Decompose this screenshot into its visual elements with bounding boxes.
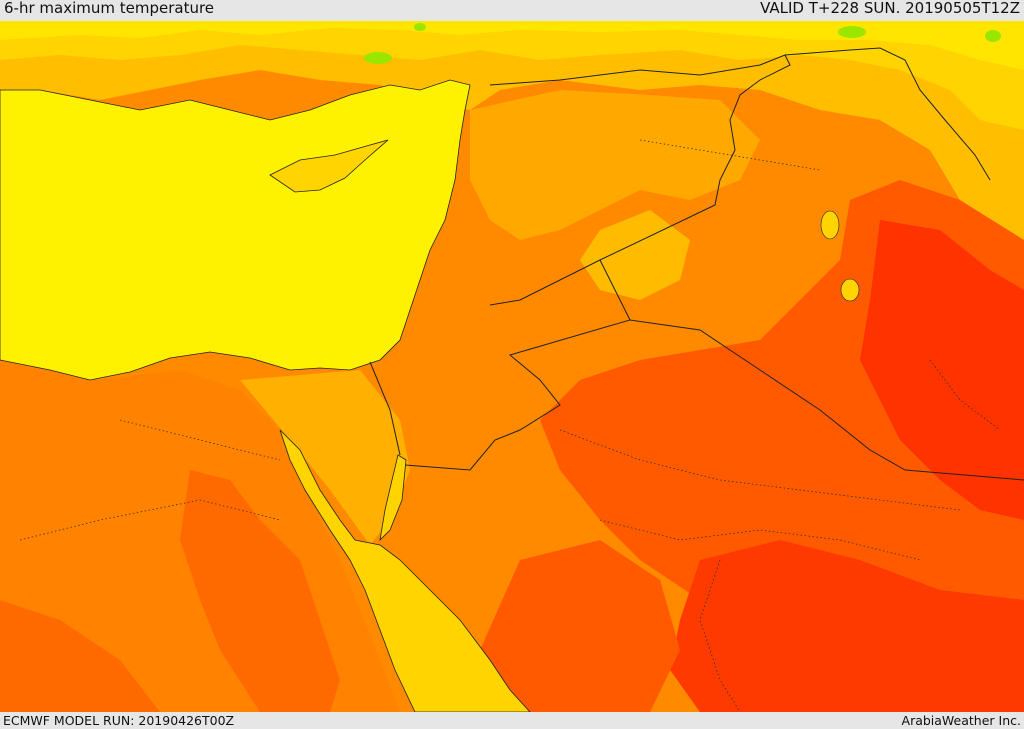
credit-label: ArabiaWeather Inc.	[901, 713, 1021, 728]
north-yellow-zone	[0, 21, 1024, 70]
province-borders	[19, 139, 1001, 712]
iraq-red-zone	[860, 220, 1024, 520]
north-warm-zone	[0, 21, 1024, 250]
footer-bar: ECMWF MODEL RUN: 20190426T00Z ArabiaWeat…	[0, 712, 1024, 729]
lake	[820, 210, 840, 240]
cyprus-island	[269, 139, 389, 193]
header-bar: 6-hr maximum temperature VALID T+228 SUN…	[0, 0, 1024, 21]
egypt-red-patch	[180, 470, 340, 712]
green-patch	[838, 26, 866, 38]
map-title: 6-hr maximum temperature	[4, 0, 215, 17]
egypt-southwest-patch	[0, 600, 160, 712]
sinai-zone	[240, 370, 410, 545]
levant-interior-zone	[470, 90, 760, 240]
lake	[840, 278, 860, 302]
mediterranean-sea	[0, 79, 471, 381]
green-patch	[364, 52, 392, 64]
saudi-hot-zone	[480, 540, 680, 712]
south-red-zone	[670, 540, 1024, 712]
country-borders	[369, 47, 1024, 481]
red-sea	[279, 429, 531, 712]
temperature-map	[0, 21, 1024, 712]
green-patch	[985, 30, 1001, 42]
valid-time-label: VALID T+228 SUN. 20190505T12Z	[760, 0, 1020, 17]
model-run-label: ECMWF MODEL RUN: 20190426T00Z	[3, 713, 235, 728]
north-pale-zone	[0, 21, 1024, 130]
gulf-of-aqaba	[379, 454, 407, 542]
green-patch	[414, 23, 426, 31]
syria-desert-zone	[580, 210, 690, 300]
